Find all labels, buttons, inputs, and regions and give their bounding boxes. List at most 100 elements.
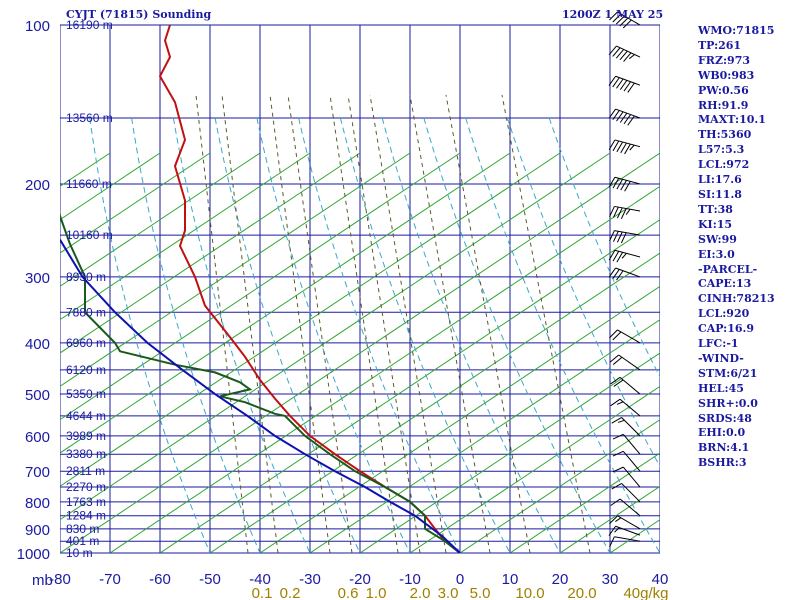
index-line: WMO:71815 [698,24,775,37]
index-line: LI:17.6 [698,173,742,187]
temperature-tick-label: -80 [49,571,71,588]
wind-barb [608,139,641,155]
mixing-ratio-label: 40g/kg [623,585,668,600]
mixing-ratio-label: 3.0 [438,585,459,600]
height-label: 10 m [66,546,93,560]
wind-barb-feather [623,81,632,92]
wind-barb [609,354,641,371]
wind-barb-staff [617,329,641,344]
wind-barb-feather [612,47,621,57]
dry-adiabat-line [109,185,660,553]
mixing-ratio-grid [195,94,591,553]
wind-barb-feather [609,354,620,363]
wind-barb-staff [614,536,641,542]
height-label: 6960 m [66,336,106,350]
height-label: 5350 m [66,387,106,401]
index-line: L57:5.3 [698,143,745,157]
temperature-tick-label: -70 [99,571,121,588]
wind-barb-feather [613,379,624,387]
wind-barb-feather [616,179,624,190]
wind-barb-staff [616,45,641,58]
wind-barb [610,376,641,395]
wind-barb-feather [628,54,635,60]
mixing-ratio-line [195,94,249,553]
index-line: STM:6/21 [698,366,758,380]
wind-barb [612,433,641,455]
temperature-tick-label: -60 [149,571,171,588]
wind-barb-feather [625,208,631,215]
pressure-label: 400 [25,336,50,353]
mixing-ratio-line [445,94,531,553]
height-label: 6120 m [66,363,106,377]
wind-barb-staff [614,230,641,236]
wind-barb [608,75,641,93]
index-line: HEL:45 [698,381,744,395]
mixing-ratio-line [221,94,279,553]
dry-adiabat-line [259,285,660,553]
height-label: 10160 m [66,228,113,242]
wind-barb [609,329,641,344]
moist-adiabat-line [548,117,660,379]
wind-barb-feather [620,232,627,244]
wind-barb [609,205,641,220]
wind-barb-feather [611,483,622,490]
wind-barb-feather [612,13,622,23]
wind-barb-feather [609,11,618,21]
wind-barb-feather [621,253,627,259]
moist-adiabat-line [298,117,461,553]
mixing-ratio-line [347,94,421,553]
wind-barb [610,398,641,417]
series-dewpoint-line [60,209,461,553]
wind-barb-feather [623,52,632,62]
height-label: 1284 m [66,509,106,523]
index-line: TP:261 [698,38,742,52]
moist-adiabat-line [256,117,411,553]
dry-adiabat-line [60,153,61,154]
wind-barb-feather [616,270,624,281]
mixing-ratio-label: 1.0 [366,585,387,600]
height-label: 11660 m [66,177,112,191]
index-line: LCL:920 [698,307,750,321]
wind-barb-staff [619,398,641,417]
dry-adiabat-grid [60,152,660,553]
wind-barb-feather [608,525,616,536]
wind-barb-feather [612,110,620,121]
height-label: 7880 m [66,305,106,319]
mixing-ratio-line [369,94,447,553]
wind-barb [609,230,641,244]
wind-barb [609,536,641,548]
pressure-label: 100 [25,18,50,35]
moist-adiabat-line [89,117,211,553]
dry-adiabat-line [60,152,411,387]
wind-barb-column [608,11,641,548]
wind-barb-feather [613,231,619,242]
moist-adiabat-line [465,117,660,553]
wind-barb-feather [622,19,632,29]
index-line: WB0:983 [698,68,755,82]
index-line: CAPE:13 [698,277,752,291]
wind-barb-feather [619,50,628,61]
index-line: FRZ:973 [698,53,751,67]
wind-barb-feather [611,417,622,424]
pressure-unit-label: mb [32,572,53,589]
wind-barb-staff [622,466,641,488]
wind-barb-feather [608,45,617,56]
wind-barb-feather [608,75,616,86]
run-time: 1200Z 1 MAY 25 [562,8,664,21]
wind-barb-feather [608,267,616,278]
wind-barb-feather [612,356,623,365]
wind-barb-staff [617,515,641,530]
height-label: 2811 m [66,464,105,478]
index-line: SHR+:0.0 [698,396,758,410]
height-label: 16190 m [66,18,113,32]
mixing-ratio-line [269,94,331,553]
height-label: 3989 m [66,429,106,443]
wind-barb-staff [622,433,641,455]
dry-adiabat-line [60,152,511,454]
pressure-label: 300 [25,270,50,287]
pressure-label: 800 [25,495,50,512]
index-line: CINH:78213 [698,292,775,306]
wind-barb-feather [616,401,624,405]
dry-adiabat-line [60,152,311,321]
pressure-label: 900 [25,522,50,539]
